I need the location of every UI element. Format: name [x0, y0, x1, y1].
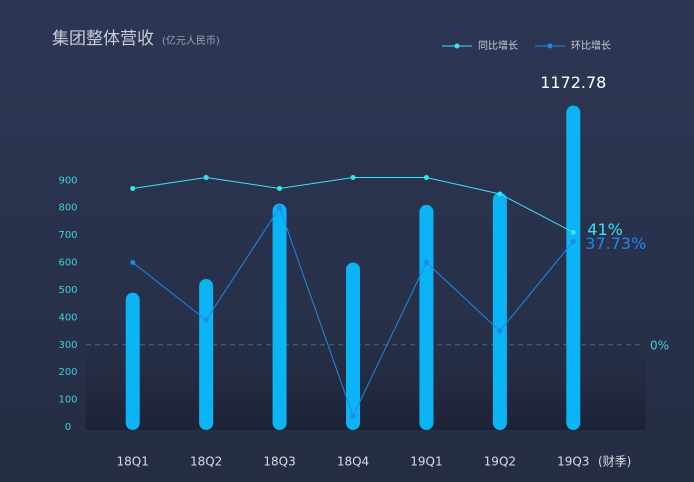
y-tick-label: 500	[58, 285, 77, 296]
series-point	[423, 175, 429, 181]
bar	[419, 204, 434, 430]
x-tick-label: 19Q3	[557, 455, 589, 469]
series-point	[350, 413, 356, 419]
series-point	[350, 175, 356, 181]
y-tick-label: 800	[58, 203, 77, 214]
series-value-label: 37.73%	[585, 234, 646, 253]
bar	[272, 203, 287, 430]
x-tick-label: 18Q3	[263, 455, 295, 469]
bar	[346, 262, 360, 430]
series-value-label: 41%	[587, 220, 623, 239]
series-point	[497, 191, 503, 197]
series-point	[277, 185, 283, 191]
x-tick-label: 19Q1	[410, 455, 442, 469]
y2-tick-label: 0%	[650, 338, 669, 352]
bar	[566, 105, 581, 430]
y-tick-label: 100	[58, 395, 77, 406]
legend-dot	[547, 43, 553, 49]
y-tick-label: 300	[58, 340, 77, 351]
value-label: 1172.78	[540, 73, 606, 92]
series-point	[203, 175, 209, 181]
x-axis-label: (财季)	[598, 455, 631, 469]
x-tick-label: 18Q4	[337, 455, 369, 469]
y-tick-label: 700	[58, 230, 77, 241]
series-point	[423, 260, 429, 265]
series-point	[497, 328, 503, 334]
legend-dot	[454, 43, 460, 49]
x-tick-label: 19Q2	[484, 455, 516, 469]
series-point	[570, 229, 576, 235]
y-tick-label: 600	[58, 258, 77, 269]
legend-label: 环比增长	[571, 39, 611, 52]
y-tick-label: 900	[58, 175, 77, 186]
x-tick-label: 18Q1	[117, 455, 149, 469]
series-point	[130, 185, 136, 191]
series-point	[203, 317, 209, 323]
series-point	[277, 205, 283, 211]
series-point	[570, 238, 576, 244]
y-tick-label: 0	[65, 422, 71, 433]
bar	[199, 278, 214, 430]
chart-subtitle: (亿元人民币)	[162, 34, 220, 47]
legend-label: 同比增长	[478, 39, 518, 52]
bar	[125, 292, 140, 430]
x-tick-label: 18Q2	[190, 455, 222, 469]
bar	[492, 192, 507, 430]
y-tick-label: 400	[58, 312, 77, 323]
plot-band	[86, 280, 646, 430]
chart-title: 集团整体营收	[52, 29, 154, 49]
series-point	[130, 260, 136, 265]
y-tick-label: 200	[58, 367, 77, 378]
